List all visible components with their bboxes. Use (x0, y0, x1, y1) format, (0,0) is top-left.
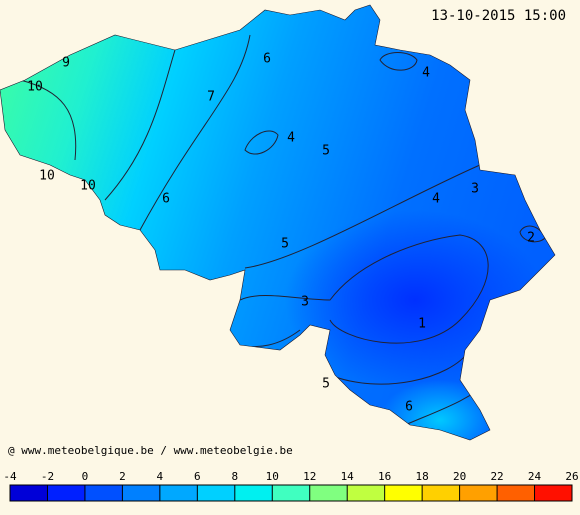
contour-label: 5 (322, 144, 330, 159)
color-cell (347, 485, 385, 501)
tick-label: 4 (157, 470, 164, 483)
tick-label: 20 (453, 470, 466, 483)
color-cell (272, 485, 310, 501)
contour-label: 1 (418, 317, 426, 332)
scale-frame (9, 484, 573, 502)
tick-label: 6 (194, 470, 201, 483)
contour-label: 7 (207, 90, 215, 105)
tick-label: 16 (378, 470, 391, 483)
contour-label: 4 (287, 131, 295, 146)
tick-label: 18 (416, 470, 429, 483)
tick-label: 22 (490, 470, 503, 483)
contour-label: 3 (471, 182, 479, 197)
contour-label: 9 (62, 56, 70, 71)
color-cell (534, 485, 572, 501)
contour-label: 5 (281, 237, 289, 252)
color-cell (197, 485, 235, 501)
tick-label: 14 (341, 470, 355, 483)
color-cell (422, 485, 460, 501)
color-cell (84, 485, 123, 501)
contour-label: 3 (301, 295, 309, 310)
contour-label: 4 (432, 192, 440, 207)
tick-label: 10 (266, 470, 279, 483)
contour-label: 4 (422, 66, 430, 81)
contour-label: 10 (27, 80, 43, 95)
contour-label: 6 (405, 400, 413, 415)
belgium-map (0, 5, 555, 440)
color-cell (10, 485, 48, 501)
tick-label: 8 (231, 470, 238, 483)
color-cell (234, 485, 273, 501)
color-cell (159, 485, 198, 501)
color-cell (122, 485, 160, 501)
contour-label: 2 (527, 231, 535, 246)
credit: @ www.meteobelgique.be / www.meteobelgie… (8, 444, 293, 457)
timestamp: 13-10-2015 15:00 (431, 8, 566, 24)
contour-label: 6 (162, 192, 170, 207)
color-cell (497, 485, 535, 501)
tick-label: 26 (565, 470, 578, 483)
tick-label: 2 (119, 470, 126, 483)
contour-label: 5 (322, 377, 330, 392)
contour-label: 6 (263, 52, 271, 67)
tick-label: -4 (3, 470, 17, 483)
contour-label: 10 (80, 179, 96, 194)
color-cell (309, 485, 348, 501)
contour-label: 10 (39, 169, 55, 184)
tick-label: 0 (82, 470, 89, 483)
tick-label: 24 (528, 470, 542, 483)
tick-label: 12 (303, 470, 316, 483)
color-cell (47, 485, 85, 501)
color-cell (384, 485, 423, 501)
color-cell (459, 485, 498, 501)
tick-label: -2 (41, 470, 54, 483)
